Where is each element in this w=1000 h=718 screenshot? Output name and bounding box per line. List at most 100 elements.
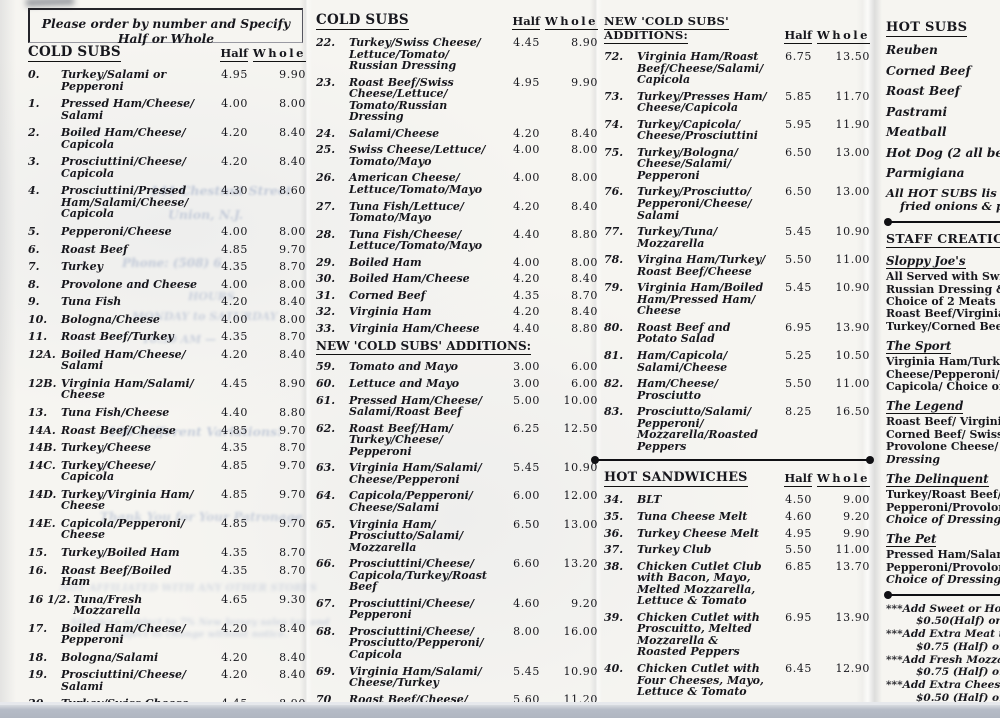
item-name: Tuna/​Fresh Mozzarella bbox=[73, 592, 143, 618]
item-number: 64. bbox=[316, 489, 336, 503]
order-instruction-text: Please order by number and Specify Half … bbox=[41, 16, 291, 46]
staff-creation-line: Corned Beef/​ Swiss, Am bbox=[886, 427, 1000, 441]
addon-line: $0.50 (Half) or $1.0 bbox=[916, 691, 1000, 704]
hot-sub-item: Roast Beef bbox=[886, 84, 960, 98]
new-cold-subs-additions-title: NEW 'COLD SUBS' ADDITIONS: bbox=[316, 339, 532, 356]
item-name: Boiled Ham/​Cheese bbox=[349, 272, 470, 286]
item-name: Bologna/​Salami bbox=[61, 650, 159, 664]
item-price-whole: 13.90 bbox=[835, 610, 870, 624]
item-price-whole: 8.90 bbox=[571, 36, 598, 49]
cold-subs-list-1: 0. Turkey/​Salami or Pepperoni 4.95 9.90 1. P… bbox=[28, 69, 306, 718]
menu-item-row: 13. Tuna Fish/​Cheese 4.40 8.80 bbox=[28, 407, 306, 419]
item-price-whole: 8.90 bbox=[279, 376, 306, 390]
item-price-whole: 8.40 bbox=[571, 305, 598, 319]
item-name: Prosciuttini/​Pressed Ham/​Salami/​Chees… bbox=[61, 184, 189, 221]
item-name: Pressed Ham/​Cheese/​Salami/​Roast Beef bbox=[349, 393, 483, 419]
menu-item-row: 4. Prosciuttini/​Pressed Ham/​Salami/​Che… bbox=[28, 185, 306, 220]
item-number: 39. bbox=[604, 610, 624, 624]
menu-item-row: 12A. Boiled Ham/​Cheese/​Salami 4.20 8.40 bbox=[28, 349, 306, 372]
menu-item-row: 77. Turkey/​Tuna/​Mozzarella 5.45 10.90 bbox=[604, 226, 870, 249]
menu-item-row: 19. Prosciuttini/​Cheese/​Salami 4.20 8.40 bbox=[28, 669, 306, 692]
menu-item-row: 38. Chicken Cutlet Club with Bacon, Mayo,… bbox=[604, 560, 870, 607]
item-name: Virginia Ham/​Salami/​Cheese bbox=[61, 376, 194, 402]
item-price-half: 4.35 bbox=[513, 288, 540, 302]
item-price-whole: 9.70 bbox=[279, 458, 306, 472]
item-price-half: 4.35 bbox=[221, 260, 248, 274]
item-name: American Cheese/​Lettuce/​Tomato/​Mayo bbox=[349, 171, 483, 197]
item-number: 29. bbox=[316, 255, 336, 269]
item-price-whole: 9.00 bbox=[843, 493, 870, 507]
item-number: 74. bbox=[604, 117, 624, 131]
item-price-whole: 10.50 bbox=[835, 349, 870, 363]
item-price-whole: 8.00 bbox=[279, 312, 306, 326]
menu-item-row: 83. Prosciutto/​Salami/​Pepperoni/​Mozzar… bbox=[604, 406, 870, 452]
item-number: 62. bbox=[316, 421, 336, 435]
hot-sub-item: Hot Dog (2 all beef hot bbox=[886, 145, 1000, 160]
item-price-whole: 9.90 bbox=[843, 526, 870, 540]
menu-item-row: 72. Virginia Ham/​Roast Beef/​Cheese/​Sal… bbox=[604, 51, 870, 86]
item-price-half: 4.20 bbox=[221, 621, 248, 635]
menu-item-row: 11. Roast Beef/​Turkey 4.35 8.70 bbox=[28, 331, 306, 343]
item-name: Turkey/​Swiss Cheese/​Lettuce/​Tomato/​R… bbox=[349, 36, 481, 73]
item-name: Roast Beef/​Cheese bbox=[61, 423, 176, 437]
staff-creations-title: STAFF CREATIONS bbox=[886, 231, 1000, 249]
menu-item-row: 65. Virginia Ham/​Prosciutto/​Salami/​Moz… bbox=[316, 517, 598, 554]
menu-item-row: 62. Roast Beef/​Ham/​Turkey/​Cheese/​Pepp… bbox=[316, 421, 598, 458]
item-number: 30. bbox=[316, 272, 336, 286]
menu-item-row: 61. Pressed Ham/​Cheese/​Salami/​Roast Be… bbox=[316, 393, 598, 419]
menu-item-row: 79. Virginia Ham/​Boiled Ham/​Pressed Ham… bbox=[604, 282, 870, 317]
staff-creation-name: Sloppy Joe's bbox=[886, 254, 966, 270]
item-price-whole: 16.00 bbox=[563, 624, 598, 638]
item-name: Virginia Ham/​Prosciutto/​Salami/​Mozzar… bbox=[349, 517, 464, 554]
column-cold-subs-1: COLD SUBS Half Whole 0. Turkey/​Salami or… bbox=[28, 44, 306, 718]
item-number: 79. bbox=[604, 281, 624, 295]
item-name: Turkey/​Boiled Ham bbox=[61, 545, 180, 559]
staff-creation-line: Pepperoni/​Provolone C bbox=[886, 500, 1000, 514]
item-price-whole: 8.40 bbox=[571, 126, 598, 140]
item-name: Tuna Fish bbox=[61, 295, 122, 309]
item-price-whole: 12.90 bbox=[835, 661, 870, 675]
menu-item-row: 60. Lettuce and Mayo 3.00 6.00 bbox=[316, 378, 598, 390]
item-price-half: 6.50 bbox=[513, 517, 540, 531]
menu-item-row: 69. Virginia Ham/​Salami/​Cheese/​Turkey 5… bbox=[316, 665, 598, 689]
item-price-half: 4.20 bbox=[513, 126, 540, 140]
item-number: 63. bbox=[316, 461, 336, 475]
staff-creation-line: All Served with Swiss C bbox=[886, 270, 1000, 284]
section-title: HOT SANDWICHES bbox=[604, 470, 748, 488]
item-price-half: 4.20 bbox=[221, 668, 248, 682]
staff-creation-line: Choice of Dressing bbox=[886, 573, 1000, 587]
menu-item-row: 7. Turkey 4.35 8.70 bbox=[28, 261, 306, 273]
item-name: Pepperoni/​Cheese bbox=[61, 225, 172, 239]
menu-item-row: 40. Chicken Cutlet with Four Cheeses, May… bbox=[604, 663, 870, 698]
item-price-half: 6.50 bbox=[785, 185, 812, 199]
item-name: Tuna Cheese Melt bbox=[637, 509, 748, 523]
new-cold-subs-additions-list-2: 72. Virginia Ham/​Roast Beef/​Cheese/​Sal… bbox=[604, 51, 870, 452]
item-price-half: 4.20 bbox=[221, 347, 248, 361]
item-name: Turkey/​Capicola/​Cheese/​Prosciuttini bbox=[637, 117, 758, 143]
item-price-half: 5.50 bbox=[785, 253, 812, 267]
addons-price-list: ***Add Sweet or Hot Pep$0.50(Half) or***… bbox=[886, 603, 1000, 718]
item-name: Turkey/​Cheese/​Capicola bbox=[61, 458, 155, 484]
item-price-whole: 13.50 bbox=[835, 50, 870, 63]
menu-item-row: 25. Swiss Cheese/​Lettuce/​Tomato/​Mayo 4.… bbox=[316, 144, 598, 167]
whole-column-label: Whole bbox=[816, 471, 870, 488]
item-number: 67. bbox=[316, 596, 336, 610]
item-price-half: 4.00 bbox=[513, 255, 540, 269]
item-name: Turkey/​Bologna/​Cheese/​Salami/​Peppero… bbox=[637, 145, 738, 182]
item-number: 65. bbox=[316, 517, 336, 531]
item-price-whole: 10.90 bbox=[835, 281, 870, 295]
item-price-half: 5.45 bbox=[785, 225, 812, 239]
scan-edge-highlight bbox=[0, 702, 1000, 705]
menu-item-row: 82. Ham/​Cheese/​Prosciutto 5.50 11.00 bbox=[604, 378, 870, 401]
item-price-half: 4.35 bbox=[221, 330, 248, 344]
item-price-whole: 9.70 bbox=[279, 516, 306, 530]
item-price-half: 4.00 bbox=[221, 277, 248, 291]
item-price-whole: 8.40 bbox=[571, 272, 598, 286]
item-number: 17. bbox=[28, 621, 48, 635]
item-number: 24. bbox=[316, 126, 336, 140]
menu-item-row: 14B. Turkey/​Cheese 4.35 8.70 bbox=[28, 442, 306, 454]
